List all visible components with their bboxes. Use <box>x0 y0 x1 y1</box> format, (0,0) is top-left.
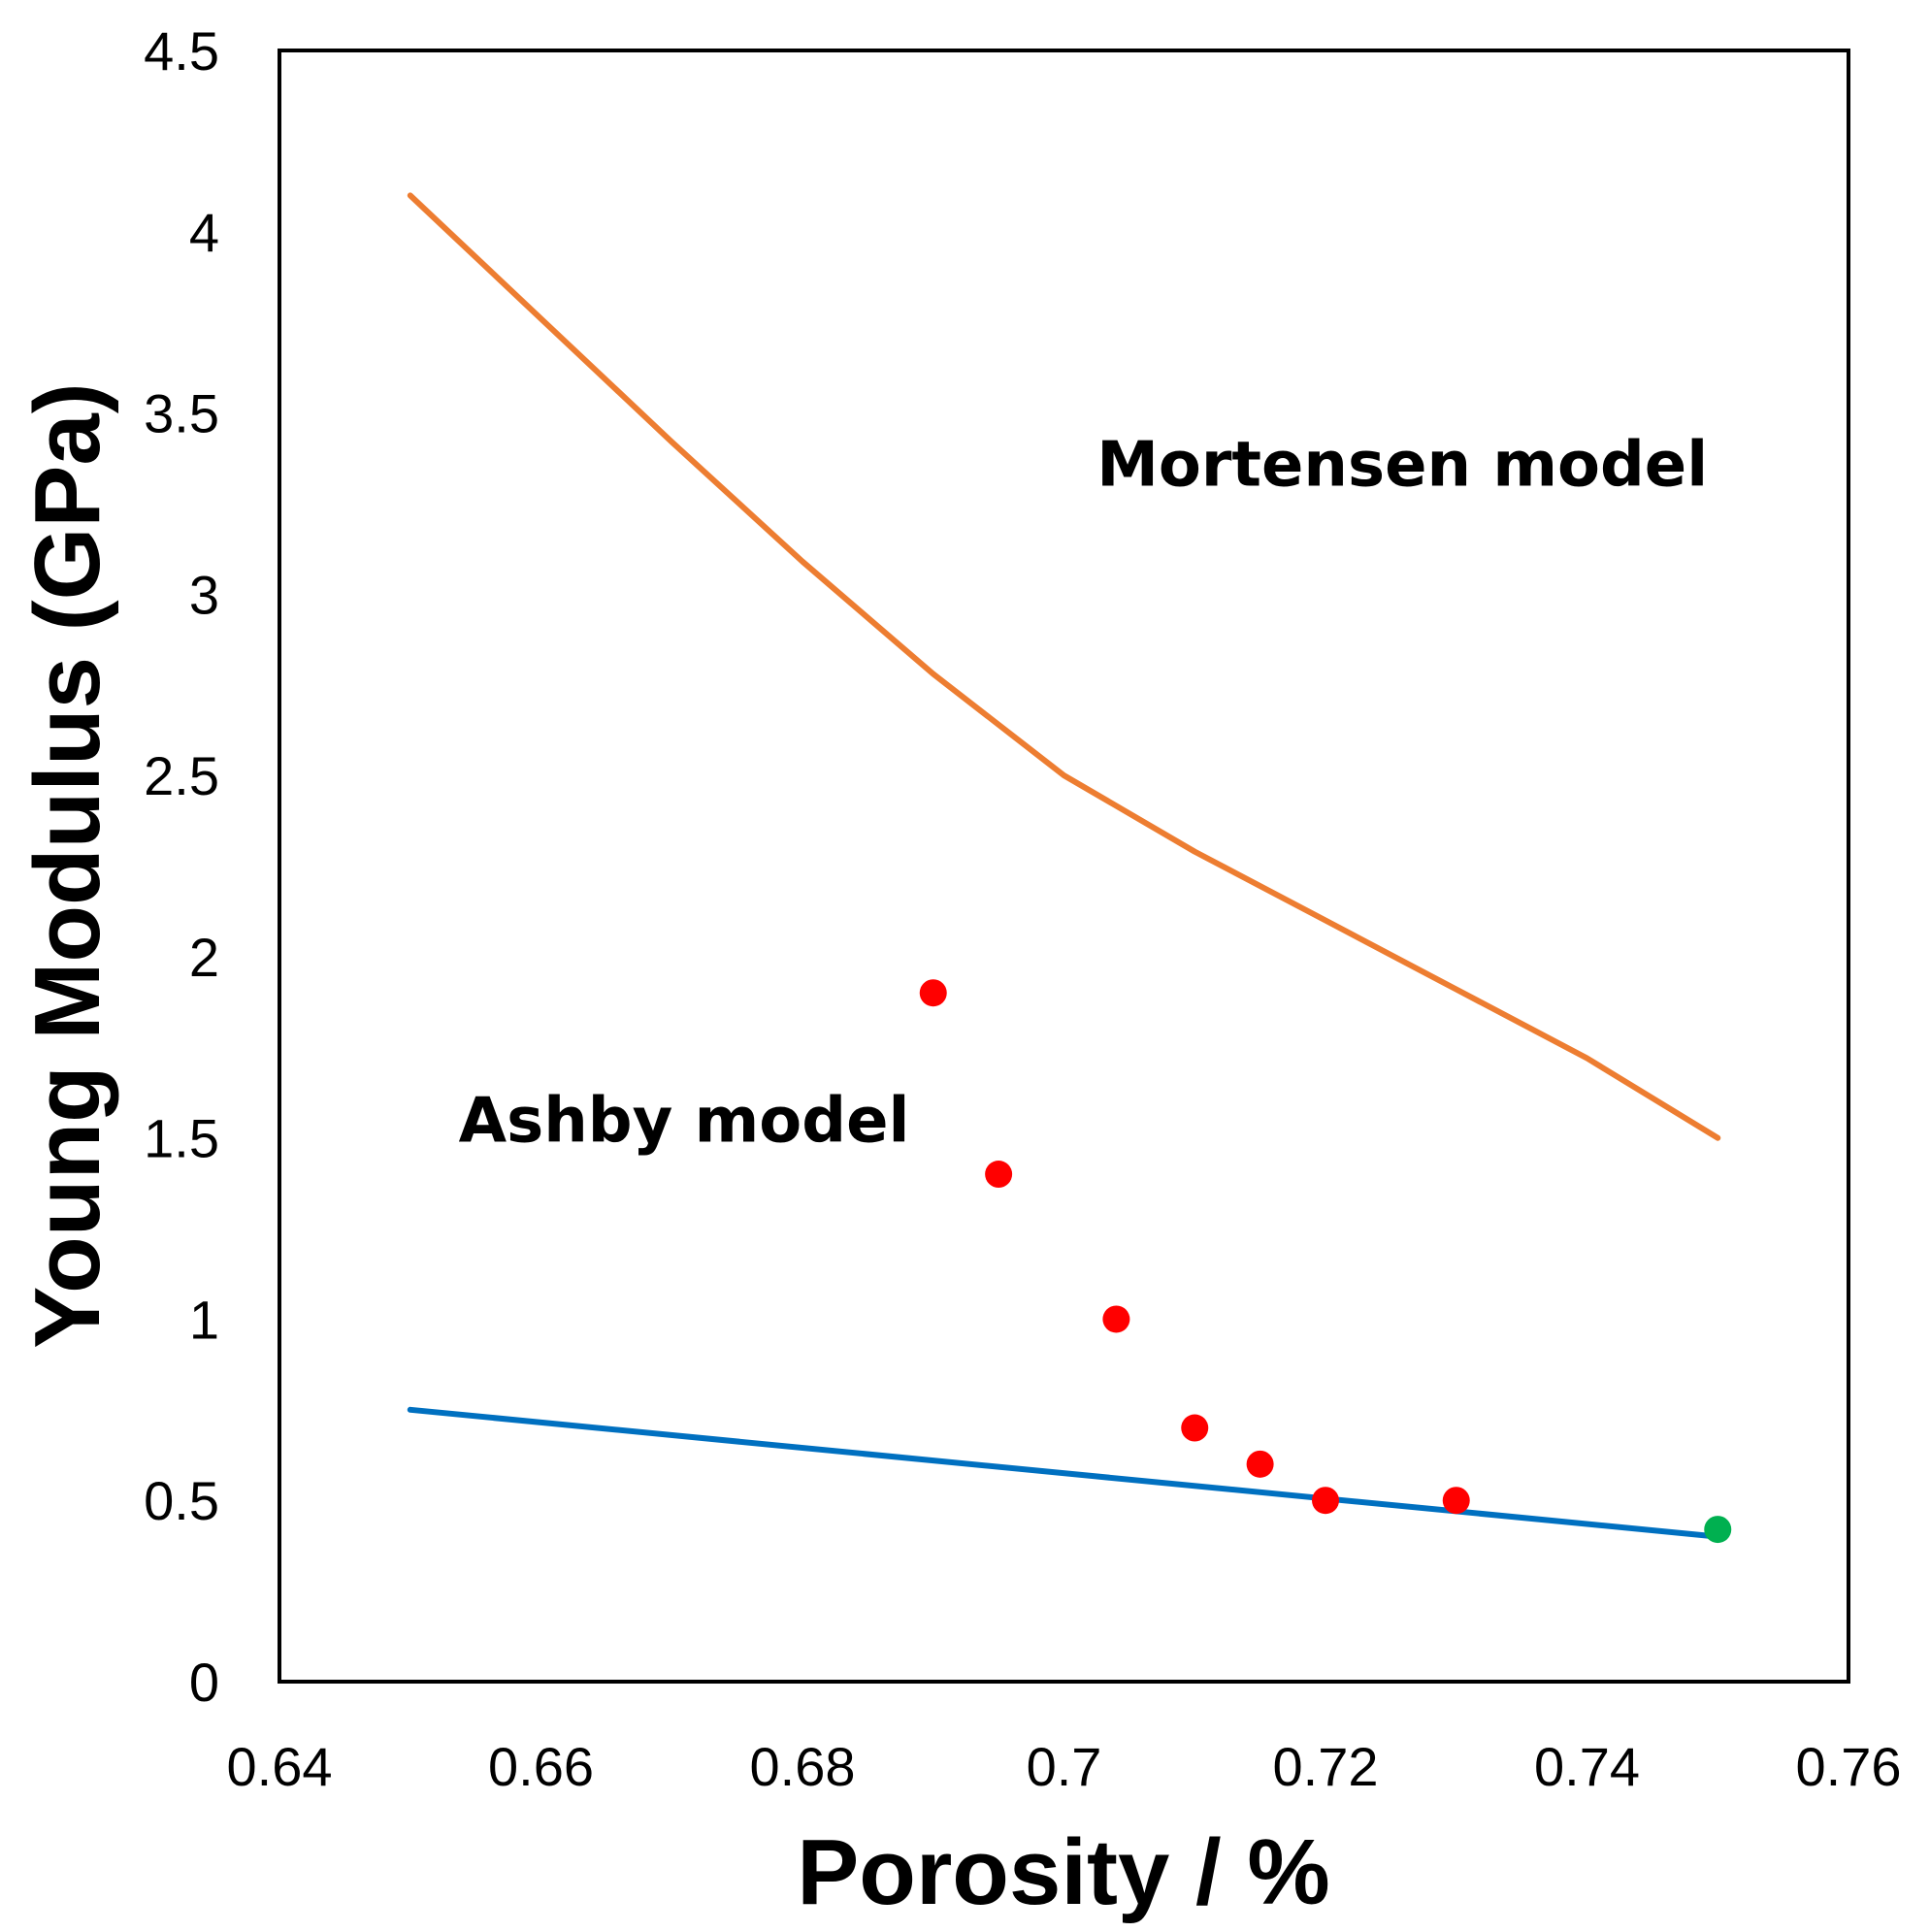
series-lines <box>407 192 1721 1540</box>
data-point <box>919 979 947 1007</box>
ashby-model-line <box>407 1406 1721 1540</box>
x-axis-title: Porosity / % <box>797 1820 1329 1924</box>
y-tick-label: 1 <box>189 1289 219 1350</box>
y-tick-label: 0 <box>189 1652 219 1713</box>
y-tick-label: 1.5 <box>144 1108 219 1169</box>
x-tick-label: 0.7 <box>1027 1736 1102 1797</box>
data-point <box>1181 1414 1209 1442</box>
data-point <box>985 1161 1013 1189</box>
ashby-model-label: Ashby model <box>459 1085 910 1157</box>
y-tick-label: 0.5 <box>144 1470 219 1531</box>
mortensen-model-label: Mortensen model <box>1096 429 1708 501</box>
y-axis-title: Young Modulus (GPa) <box>16 382 119 1348</box>
annotations: Mortensen model Ashby model <box>459 429 1709 1157</box>
data-point <box>1442 1487 1470 1515</box>
y-tick-label: 2 <box>189 927 219 988</box>
x-tick-label: 0.64 <box>227 1736 333 1797</box>
data-point <box>1102 1305 1130 1333</box>
data-point <box>1312 1487 1339 1515</box>
data-point <box>1704 1516 1732 1544</box>
x-tick-label: 0.72 <box>1273 1736 1379 1797</box>
x-tick-label: 0.68 <box>750 1736 856 1797</box>
y-tick-label: 2.5 <box>144 745 219 806</box>
x-axis-ticks: 0.64 0.66 0.68 0.7 0.72 0.74 0.76 <box>227 1736 1902 1797</box>
series-points <box>919 979 1732 1544</box>
data-point <box>1246 1450 1274 1478</box>
y-tick-label: 3 <box>189 564 219 625</box>
y-tick-label: 3.5 <box>144 383 219 444</box>
x-tick-label: 0.74 <box>1534 1736 1640 1797</box>
y-tick-label: 4.5 <box>144 20 219 82</box>
x-tick-label: 0.76 <box>1796 1736 1902 1797</box>
y-axis-ticks: 0 0.5 1 1.5 2 2.5 3 3.5 4 4.5 <box>144 20 219 1713</box>
y-tick-label: 4 <box>189 202 219 263</box>
mortensen-model-line <box>407 192 1721 1141</box>
x-tick-label: 0.66 <box>488 1736 594 1797</box>
